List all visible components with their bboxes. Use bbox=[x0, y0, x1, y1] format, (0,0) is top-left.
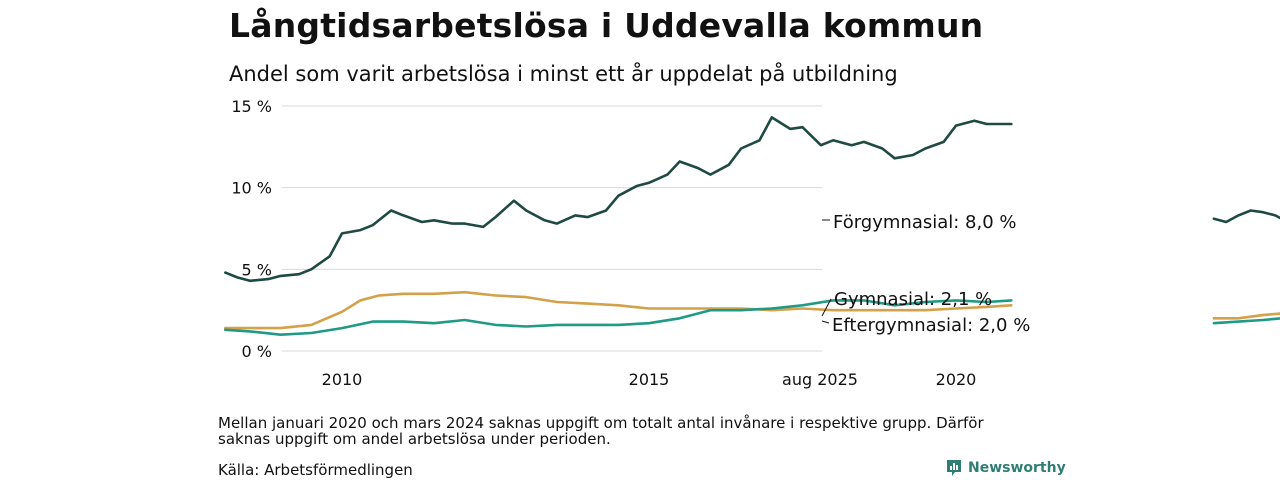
series-end-labels: Förgymnasial: 8,0 % Gymnasial: 2,1 % Efter… bbox=[821, 212, 1030, 336]
y-tick-label: 10 % bbox=[231, 179, 272, 198]
brand-name: Newsworthy bbox=[968, 460, 1066, 476]
y-tick-label: 5 % bbox=[242, 260, 272, 279]
series-line-eftergymnasial bbox=[1212, 317, 1280, 325]
series-line-förgymnasial bbox=[1212, 209, 1280, 224]
x-tick-label: 2010 bbox=[322, 370, 363, 389]
line-chart: 0 % 5 % 10 % 15 % 2010 2015 2020 aug 2025 Förg… bbox=[224, 97, 1280, 389]
series-label-förgymnasial: Förgymnasial: 8,0 % bbox=[833, 212, 1017, 233]
chart-subtitle: Andel som varit arbetslösa i minst ett å… bbox=[229, 62, 898, 86]
y-axis-ticks: 0 % 5 % 10 % 15 % bbox=[231, 97, 272, 361]
series-line-gymnasial bbox=[1212, 312, 1280, 320]
y-tick-label: 0 % bbox=[242, 342, 272, 361]
label-leader-eftergymnasial bbox=[821, 320, 830, 324]
series-lines bbox=[224, 116, 1280, 337]
source-text: Källa: Arbetsförmedlingen bbox=[218, 461, 413, 479]
series-line-förgymnasial bbox=[224, 116, 1013, 283]
newsworthy-logo-icon bbox=[947, 460, 961, 476]
series-line-gymnasial bbox=[224, 290, 1013, 330]
series-label-eftergymnasial: Eftergymnasial: 2,0 % bbox=[832, 315, 1030, 336]
x-tick-label: aug 2025 bbox=[782, 370, 858, 389]
y-tick-label: 15 % bbox=[231, 97, 272, 116]
gridlines bbox=[282, 105, 822, 352]
footnote: Mellan januari 2020 och mars 2024 saknas… bbox=[218, 414, 984, 448]
x-tick-label: 2020 bbox=[936, 370, 977, 389]
x-tick-label: 2015 bbox=[629, 370, 670, 389]
series-label-gymnasial: Gymnasial: 2,1 % bbox=[834, 289, 992, 310]
series-line-eftergymnasial bbox=[224, 299, 1013, 337]
label-leader-gymnasial bbox=[821, 298, 832, 317]
brand-logo: Newsworthy bbox=[946, 458, 1066, 478]
chart-title: Långtidsarbetslösa i Uddevalla kommun bbox=[229, 6, 984, 45]
x-axis-ticks: 2010 2015 2020 aug 2025 bbox=[322, 370, 977, 389]
